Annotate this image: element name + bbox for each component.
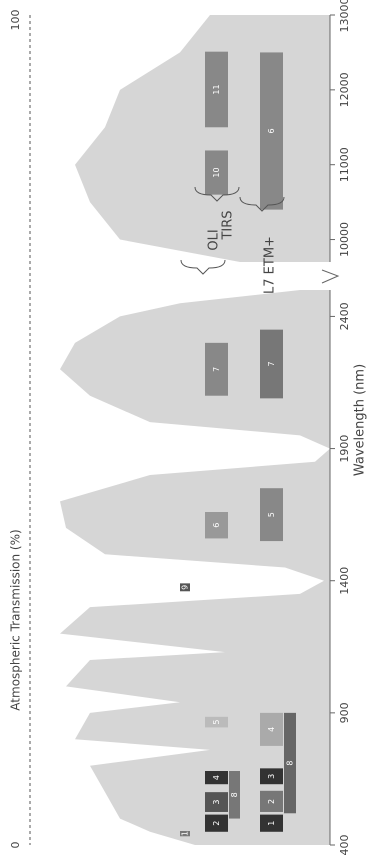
band: [180, 830, 190, 837]
x-tick-label: 1400: [338, 567, 351, 595]
band: [260, 52, 283, 210]
band-label: 6: [212, 523, 221, 528]
band: [205, 792, 228, 812]
axis-break: [321, 269, 340, 284]
band: [205, 814, 228, 832]
band-label: 8: [230, 792, 239, 797]
band-label: 9: [181, 585, 190, 590]
band-label: 6: [267, 128, 276, 133]
x-tick-label: 10000: [338, 222, 351, 257]
band: [180, 583, 190, 592]
band: [260, 712, 283, 746]
x-tick-label: 13000: [338, 0, 351, 33]
band-label: 5: [212, 720, 221, 725]
band: [205, 342, 228, 396]
band: [205, 512, 228, 539]
brace: [180, 259, 226, 275]
instrument-label: OLI: [207, 229, 222, 250]
band: [205, 51, 228, 128]
y-tick-label: 0: [9, 842, 22, 849]
band-label: 1: [181, 831, 190, 836]
band: [284, 712, 296, 814]
band-label: 10: [212, 167, 221, 177]
band-label: 7: [212, 367, 221, 372]
band: [260, 768, 283, 785]
x-tick-label: 900: [338, 702, 351, 723]
band-label: 2: [267, 799, 276, 804]
instrument-label: TIRS: [221, 210, 236, 240]
band-label: 5: [267, 512, 276, 517]
y-tick-label: 100: [9, 10, 22, 31]
band-label: 4: [267, 727, 276, 732]
x-tick-label: 11000: [338, 147, 351, 182]
brace: [239, 196, 285, 212]
band-label: 11: [212, 84, 221, 94]
band-label: 3: [267, 774, 276, 779]
band: [260, 488, 283, 542]
band-label: 3: [212, 800, 221, 805]
x-tick-label: 2400: [338, 302, 351, 330]
band-label: 8: [286, 761, 295, 766]
band: [260, 790, 283, 812]
band: [205, 150, 228, 195]
instrument-label: L7 ETM+: [263, 236, 278, 294]
x-axis-label: Wavelength (nm): [353, 364, 368, 476]
transmission-area: [60, 15, 330, 845]
band: [260, 814, 283, 832]
band: [229, 771, 240, 819]
band: [260, 329, 283, 399]
band-label: 2: [212, 821, 221, 826]
band-label: 7: [267, 361, 276, 366]
x-tick-label: 12000: [338, 72, 351, 107]
y-axis-label: Atmospheric Transmission (%): [9, 529, 23, 710]
band-label: 4: [212, 775, 221, 780]
brace: [194, 186, 240, 202]
band: [205, 771, 228, 785]
band: [205, 716, 228, 728]
band-label: 1: [267, 821, 276, 826]
x-tick-label: 400: [338, 835, 351, 856]
x-tick-label: 1900: [338, 435, 351, 463]
